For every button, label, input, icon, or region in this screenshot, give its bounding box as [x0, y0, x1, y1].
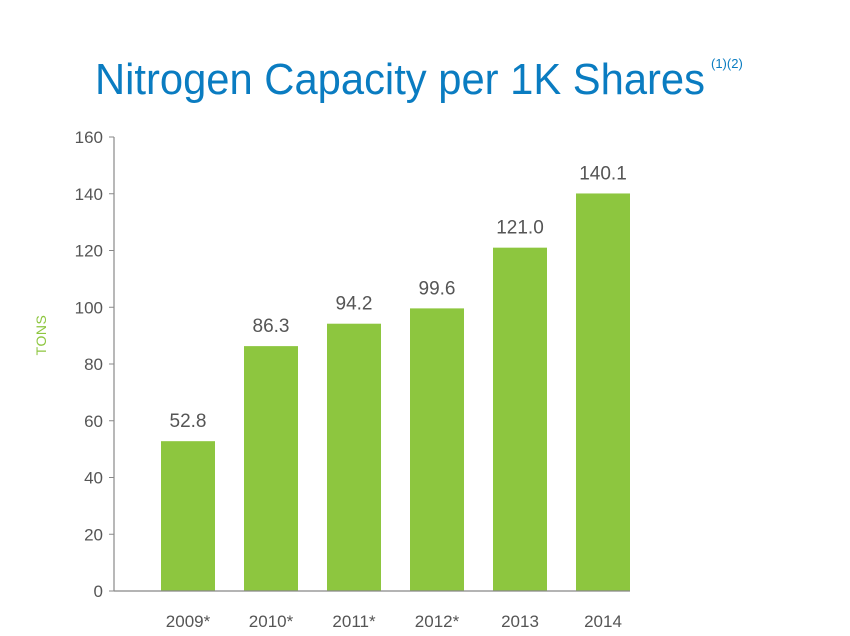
bar [161, 441, 215, 591]
y-tick-label: 60 [84, 412, 103, 431]
x-tick-label: 2011* [332, 612, 376, 631]
bars [161, 193, 630, 591]
y-tick-label: 40 [84, 469, 103, 488]
data-label: 121.0 [496, 218, 544, 239]
x-tick-label: 2010* [249, 612, 294, 631]
chart-title: Nitrogen Capacity per 1K Shares [95, 55, 705, 104]
bar [244, 346, 298, 591]
x-tick-label: 2014 [584, 612, 622, 631]
x-tick-label: 2013 [501, 612, 539, 631]
y-tick-label: 120 [75, 242, 103, 261]
y-axis-title: TONS [33, 315, 49, 356]
data-label: 86.3 [253, 316, 290, 337]
chart-title-superscript: (1)(2) [711, 56, 743, 71]
x-tick-label: 2012* [415, 612, 460, 631]
y-tick-label: 80 [84, 355, 103, 374]
y-tick-label: 160 [75, 128, 103, 147]
y-tick-label: 140 [75, 185, 103, 204]
y-axis-ticks: 0 20 40 60 80 100 120 140 160 [75, 128, 114, 601]
data-labels: 52.8 86.3 94.2 99.6 121.0 140.1 [170, 163, 627, 432]
y-tick-label: 100 [75, 298, 103, 317]
bar [493, 247, 547, 591]
bar [410, 308, 464, 591]
data-label: 140.1 [579, 163, 627, 184]
data-label: 99.6 [419, 278, 456, 299]
x-tick-label: 2009* [166, 612, 211, 631]
data-label: 52.8 [170, 411, 207, 432]
x-axis-ticks: 2009* 2010* 2011* 2012* 2013 2014 [166, 612, 622, 631]
bar [576, 193, 630, 591]
y-tick-label: 0 [94, 582, 103, 601]
y-tick-label: 20 [84, 525, 103, 544]
data-label: 94.2 [336, 294, 373, 315]
bar [327, 323, 381, 591]
